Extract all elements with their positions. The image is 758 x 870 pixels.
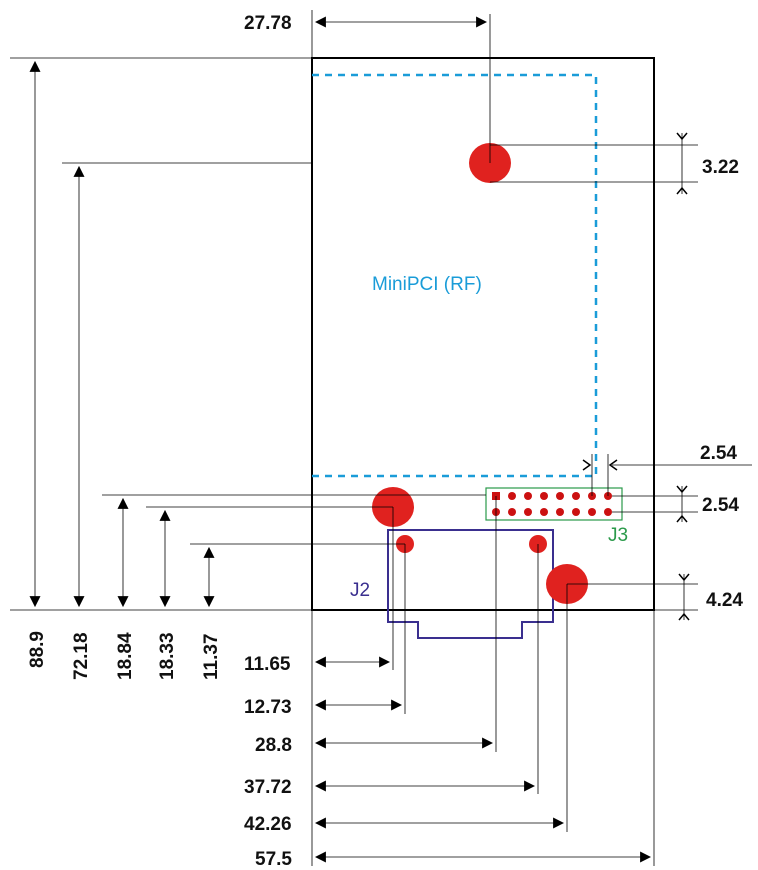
dim-label: 4.24 (706, 590, 743, 611)
j3-label: J3 (608, 525, 628, 546)
dim-label: 11.37 (201, 634, 222, 681)
dim-label: 57.5 (255, 849, 292, 870)
dim-j3-pitch-h: 2.54 (582, 443, 752, 496)
minipci-label: MiniPCI (RF) (372, 274, 482, 295)
j3-pin (524, 508, 532, 516)
dim-label: 18.33 (157, 632, 178, 680)
dim-horiz-42-26: 42.26 (244, 584, 568, 835)
dim-vert-18-33: 18.33 (146, 506, 393, 680)
dim-horiz-28-8: 28.8 (255, 496, 497, 756)
minipci-area (312, 73, 598, 478)
dim-horiz-57-5: 57.5 (255, 610, 655, 870)
board-outline (311, 57, 655, 611)
j3-pin (508, 492, 516, 500)
dim-vert-18-84: 18.84 (102, 494, 486, 680)
j2-label: J2 (350, 580, 370, 601)
dim-label: 2.54 (700, 443, 737, 464)
j3-pin (604, 508, 612, 516)
dim-label: 72.18 (71, 632, 92, 680)
j3-pin (556, 492, 564, 500)
j3-pin (540, 492, 548, 500)
dim-j3-pitch-v: 2.54 (612, 485, 739, 523)
j3-pin (508, 508, 516, 516)
dim-horiz-37-72: 37.72 (244, 544, 539, 798)
j3-pin (572, 508, 580, 516)
dim-label: 27.78 (244, 13, 292, 34)
dim-label: 42.26 (244, 814, 292, 835)
j3-pin (524, 492, 532, 500)
j3-pin (556, 508, 564, 516)
dim-label: 12.73 (244, 697, 292, 718)
dim-vert-11-37: 11.37 (190, 543, 405, 681)
dim-label: 88.9 (27, 631, 48, 668)
dim-label: 18.84 (115, 632, 136, 680)
dim-label: 3.22 (702, 157, 739, 178)
dim-vert-72-18: 72.18 (62, 162, 312, 680)
dim-vert-88-9: 88.9 (27, 60, 48, 668)
dim-label: 28.8 (255, 735, 292, 756)
j3-pin (572, 492, 580, 500)
dim-right-3-22: 3.22 (490, 132, 739, 195)
j2-connector (387, 529, 554, 639)
dim-horiz-12-73: 12.73 (244, 544, 406, 718)
dim-horiz-11-65: 11.65 (244, 507, 394, 675)
j3-pins (492, 492, 612, 516)
j3-header (485, 487, 623, 521)
j3-pin (588, 508, 596, 516)
dim-right-4-24: 4.24 (567, 573, 743, 621)
dim-label: 2.54 (702, 495, 739, 516)
j3-pin (540, 508, 548, 516)
dim-label: 37.72 (244, 777, 292, 798)
dim-label: 11.65 (244, 654, 291, 675)
dim-top-27-78: 27.78 (244, 10, 491, 163)
